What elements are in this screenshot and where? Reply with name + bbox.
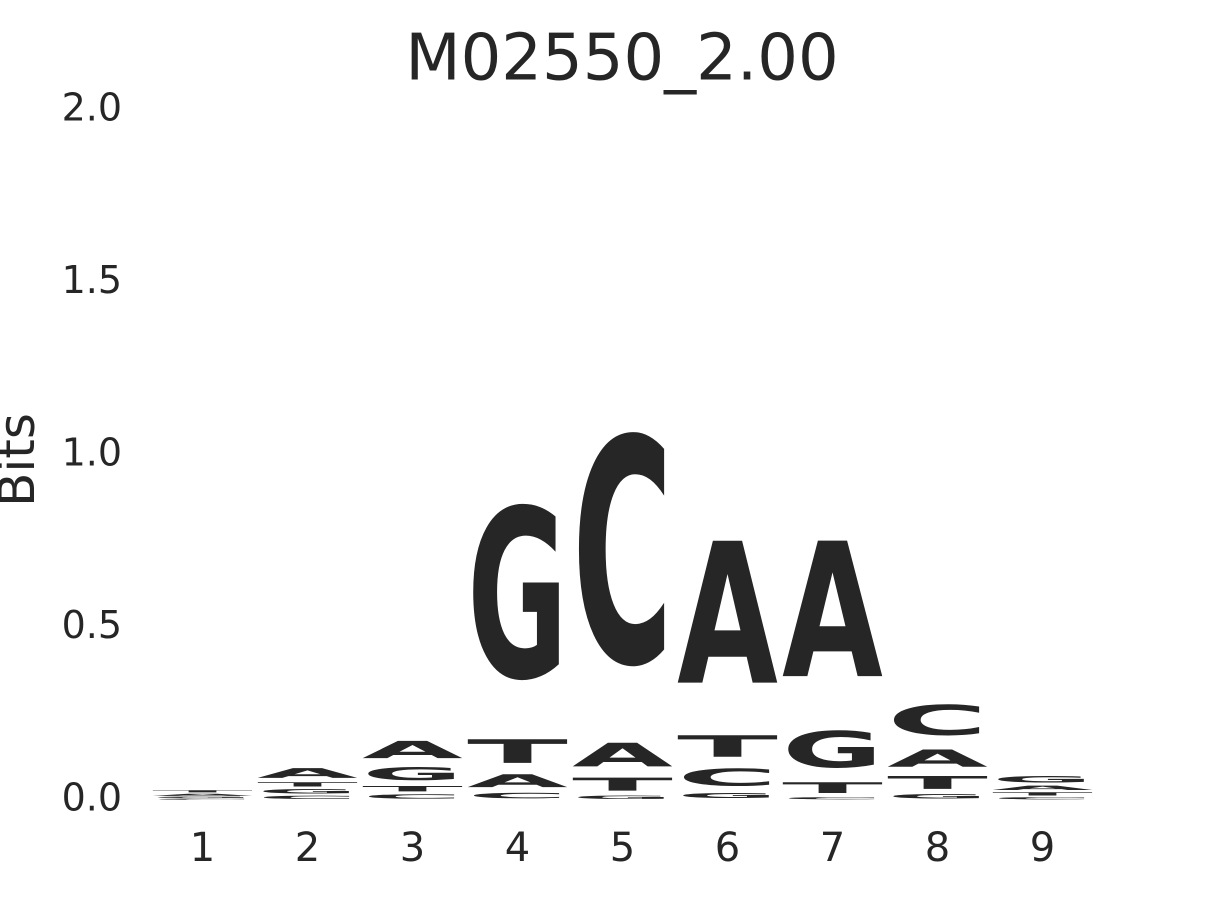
- letter: T: [677, 730, 778, 764]
- x-tick-label: 9: [1030, 825, 1055, 871]
- chart-title: M02550_2.00: [405, 22, 838, 96]
- letter: A: [992, 784, 1093, 791]
- y-tick-label: 1.0: [62, 431, 122, 475]
- letter: C: [572, 376, 673, 735]
- letter: G: [887, 793, 988, 800]
- letter: T: [887, 772, 988, 793]
- letter: C: [257, 795, 358, 800]
- letter: A: [362, 736, 463, 763]
- x-tick-label: 7: [820, 825, 845, 871]
- x-tick-label: 8: [925, 825, 950, 871]
- letter: C: [152, 798, 253, 800]
- letter: G: [572, 795, 673, 800]
- x-tick-label: 2: [295, 825, 320, 871]
- letter: G: [677, 791, 778, 800]
- letter: A: [677, 503, 778, 730]
- letter: T: [257, 781, 358, 788]
- letter: T: [467, 733, 568, 771]
- y-tick-label: 1.5: [62, 258, 122, 302]
- letter: C: [677, 764, 778, 791]
- letter: C: [992, 797, 1093, 800]
- x-tick-label: 3: [400, 825, 425, 871]
- x-tick-label: 5: [610, 825, 635, 871]
- letter: G: [257, 788, 358, 795]
- x-tick-label: 4: [505, 825, 530, 871]
- letter: T: [572, 774, 673, 795]
- letter: A: [152, 793, 253, 796]
- letter: C: [782, 797, 883, 800]
- letter: C: [362, 793, 463, 800]
- letter: G: [362, 764, 463, 785]
- letter: C: [467, 791, 568, 800]
- letter: T: [782, 779, 883, 796]
- letter: G: [992, 774, 1093, 784]
- x-tick-label: 1: [190, 825, 215, 871]
- y-tick-label: 2.0: [62, 86, 122, 130]
- letter: T: [362, 784, 463, 793]
- letter: T: [992, 791, 1093, 796]
- y-tick-label: 0.0: [62, 776, 122, 820]
- letter: G: [467, 460, 568, 731]
- y-tick-label: 0.5: [62, 603, 122, 647]
- letter: T: [152, 790, 253, 793]
- letter: G: [782, 721, 883, 779]
- letter: C: [887, 697, 988, 745]
- letter: G: [152, 797, 253, 799]
- letter: A: [572, 737, 673, 775]
- letter: A: [782, 504, 883, 721]
- y-axis-label: Bits: [0, 413, 46, 507]
- letter: A: [887, 745, 988, 772]
- letter: A: [257, 766, 358, 781]
- x-tick-label: 6: [715, 825, 740, 871]
- letter: A: [467, 771, 568, 792]
